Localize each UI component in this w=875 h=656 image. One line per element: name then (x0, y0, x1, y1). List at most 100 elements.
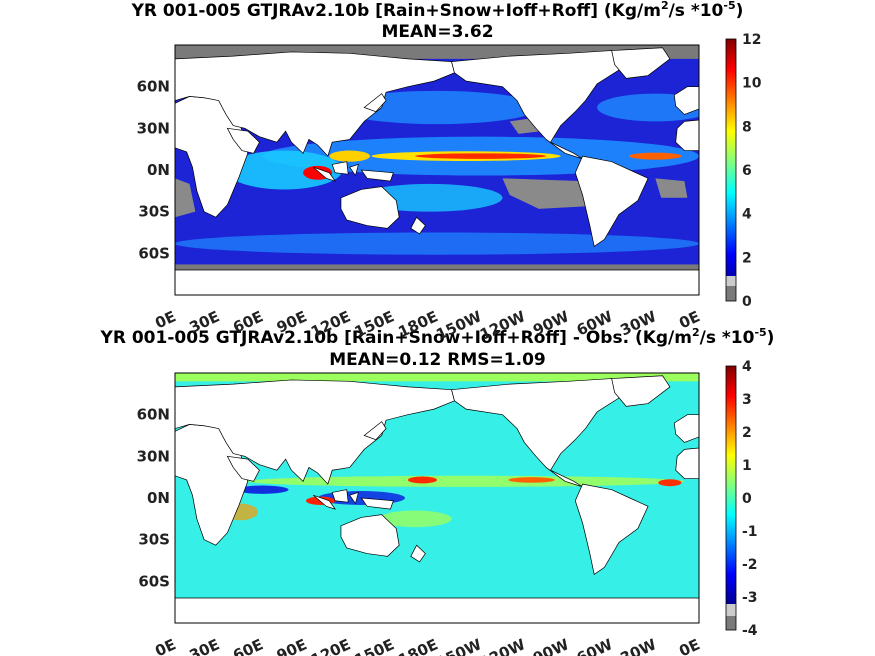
panel2-lat-tick: 60S (138, 572, 170, 590)
panel1-title: YR 001-005 GTJRAv2.10b [Rain+Snow+Ioff+R… (0, 0, 875, 21)
panel2-title-sup2: -5 (754, 326, 767, 339)
panel2-pos-anom-2 (508, 477, 555, 483)
panel2-title-mid: /s *10 (699, 328, 755, 348)
panel1-lat-tick: 30N (137, 119, 170, 137)
panel2-itcz-positive (247, 475, 685, 487)
panel2-lat-tick: 30S (138, 531, 170, 549)
panel1-lon-tick: 150W (433, 307, 484, 344)
panel1-lon-tick: 0E (152, 307, 178, 332)
panel1-lon-tick: 120E (308, 307, 353, 341)
panel1-lat-tick: 60S (138, 244, 170, 262)
panel2-title-sup1: 2 (691, 326, 700, 339)
panel2-spcz-anom (378, 510, 452, 528)
panel1-title-end: ) (735, 1, 744, 21)
panel1-title-text: YR 001-005 GTJRAv2.10b [Rain+Snow+Ioff+R… (131, 1, 661, 21)
panel2-title: YR 001-005 GTJRAv2.10b [Rain+Snow+Ioff+R… (0, 326, 875, 348)
panel2-lon-tick: 90E (274, 635, 310, 656)
panel1-colorbar-tick: 10 (742, 76, 762, 92)
panel2-lat-tick: 30N (137, 447, 170, 465)
panel1-atlantic-itcz (629, 152, 682, 160)
panel1-colorbar-mask (726, 286, 736, 301)
panel2-lon-tick: 0E (152, 635, 178, 656)
panel1-lat-tick: 60N (137, 78, 170, 96)
panel2-lon-tick: 120W (477, 635, 528, 656)
panel2-lon-tick: 30E (187, 635, 223, 656)
panel1-indian-ocean (225, 150, 343, 190)
panel2-colorbar-lowband (726, 604, 736, 616)
panel1-colorbar-ticks: 12 10 8 6 4 2 0 (742, 32, 762, 310)
panel1-colorbar-tick: 0 (742, 294, 752, 310)
panel2-lon-tick: 180E (395, 635, 440, 656)
panel1-title-mid: /s *10 (668, 1, 724, 21)
panel1-stats: MEAN=3.62 (381, 22, 494, 42)
panel2-lon-tick: 90W (530, 635, 572, 656)
panel1-colorbar-gradient (726, 39, 736, 285)
panel2-colorbar-tick: 3 (742, 392, 752, 408)
panel2-pos-anom-1 (407, 476, 437, 484)
panel1-title-sup2: -5 (723, 0, 736, 12)
panel2-colorbar-tick: 0 (742, 491, 752, 507)
panel1-colorbar-lowband (726, 276, 736, 286)
panel1-lat-ticks: 60N 30N 0N 30S 60S (137, 78, 170, 263)
panel2-colorbar-tick: 1 (742, 458, 752, 474)
panel2-stats: MEAN=0.12 RMS=1.09 (329, 350, 546, 370)
panel1-lon-tick: 0E (676, 307, 702, 332)
panel2-colorbar-tick: 2 (742, 425, 752, 441)
panel2-colorbar-tick: -3 (742, 590, 758, 606)
panel1-lon-tick: 180E (395, 307, 440, 341)
panel2-colorbar-tick: -2 (742, 557, 758, 573)
panel1-dry-pacific-se (502, 178, 590, 209)
panel2-colorbar-mask (726, 616, 736, 630)
panel2-lon-tick: 150W (433, 635, 484, 656)
panel1-lon-tick: 30W (618, 307, 660, 339)
panel2-lat-tick: 0N (147, 489, 170, 507)
panel2-lon-tick: 30W (618, 635, 660, 656)
panel2-title-end: ) (766, 328, 775, 348)
panel2-lon-tick: 120E (308, 635, 353, 656)
panel1-lon-tick: 150E (352, 307, 397, 341)
panel1-lon-tick: 90E (274, 307, 310, 336)
panel1-colorbar-tick: 4 (742, 207, 752, 223)
panel2-colorbar-tick: -4 (742, 623, 758, 639)
panel1-itcz-max (415, 153, 547, 159)
panel1-warm-pool (329, 150, 371, 162)
panel1-na-storm-track (597, 93, 699, 122)
panel1-title-sup1: 2 (660, 0, 669, 12)
panel2-title-text: YR 001-005 GTJRAv2.10b [Rain+Snow+Ioff+R… (100, 328, 692, 348)
panel1-lon-tick: 60W (574, 307, 616, 339)
panel2-map (174, 372, 700, 624)
panel2-lon-tick: 0E (676, 635, 702, 656)
panel1-southern-storm-track (175, 232, 699, 255)
panel1-map (174, 44, 700, 296)
panel2-frame (174, 372, 700, 624)
panel2-lat-ticks: 60N 30N 0N 30S 60S (137, 406, 170, 591)
panel1-dry-atlantic-se (175, 178, 196, 218)
panel2-lat-tick: 60N (137, 406, 170, 424)
panel2-lon-tick: 60E (230, 635, 266, 656)
panel1-lat-tick: 0N (147, 161, 170, 179)
panel1-dry-atlantic-s (655, 178, 688, 198)
panel1-lon-tick: 120W (477, 307, 528, 344)
panel1-np-storm-track (335, 90, 539, 125)
panel2-arctic-band (175, 373, 699, 382)
panel2-colorbar-ticks: 4 3 2 1 0 -1 -2 -3 -4 (742, 359, 758, 639)
panel2-lon-tick: 60W (574, 635, 616, 656)
panel2-colorbar-tick: 4 (742, 359, 752, 375)
panel2-colorbar-tick: -1 (742, 524, 758, 540)
panel1-lat-tick: 30S (138, 203, 170, 221)
panel1-lon-tick: 30E (187, 307, 223, 336)
panel1-lon-tick: 90W (530, 307, 572, 339)
panel1-colorbar-tick: 12 (742, 32, 761, 48)
panel1-colorbar (725, 38, 737, 302)
panel2-neg-anom-indian (236, 485, 289, 494)
panel1-colorbar-tick: 8 (742, 119, 752, 135)
panel2-pos-anom-atl (658, 479, 682, 487)
panel1-lon-tick: 60E (230, 307, 266, 336)
panel1-frame (174, 44, 700, 296)
panel2-lon-tick: 150E (352, 635, 397, 656)
panel2-colorbar (725, 365, 737, 631)
panel1-colorbar-tick: 6 (742, 163, 752, 179)
